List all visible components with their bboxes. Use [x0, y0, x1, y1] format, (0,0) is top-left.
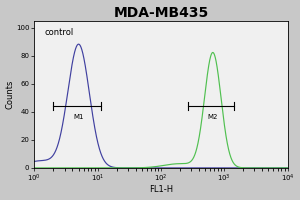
- X-axis label: FL1-H: FL1-H: [149, 185, 173, 194]
- Text: control: control: [44, 28, 74, 37]
- Text: M2: M2: [208, 114, 218, 120]
- Text: M1: M1: [74, 114, 84, 120]
- Y-axis label: Counts: Counts: [6, 80, 15, 109]
- Title: MDA-MB435: MDA-MB435: [113, 6, 208, 20]
